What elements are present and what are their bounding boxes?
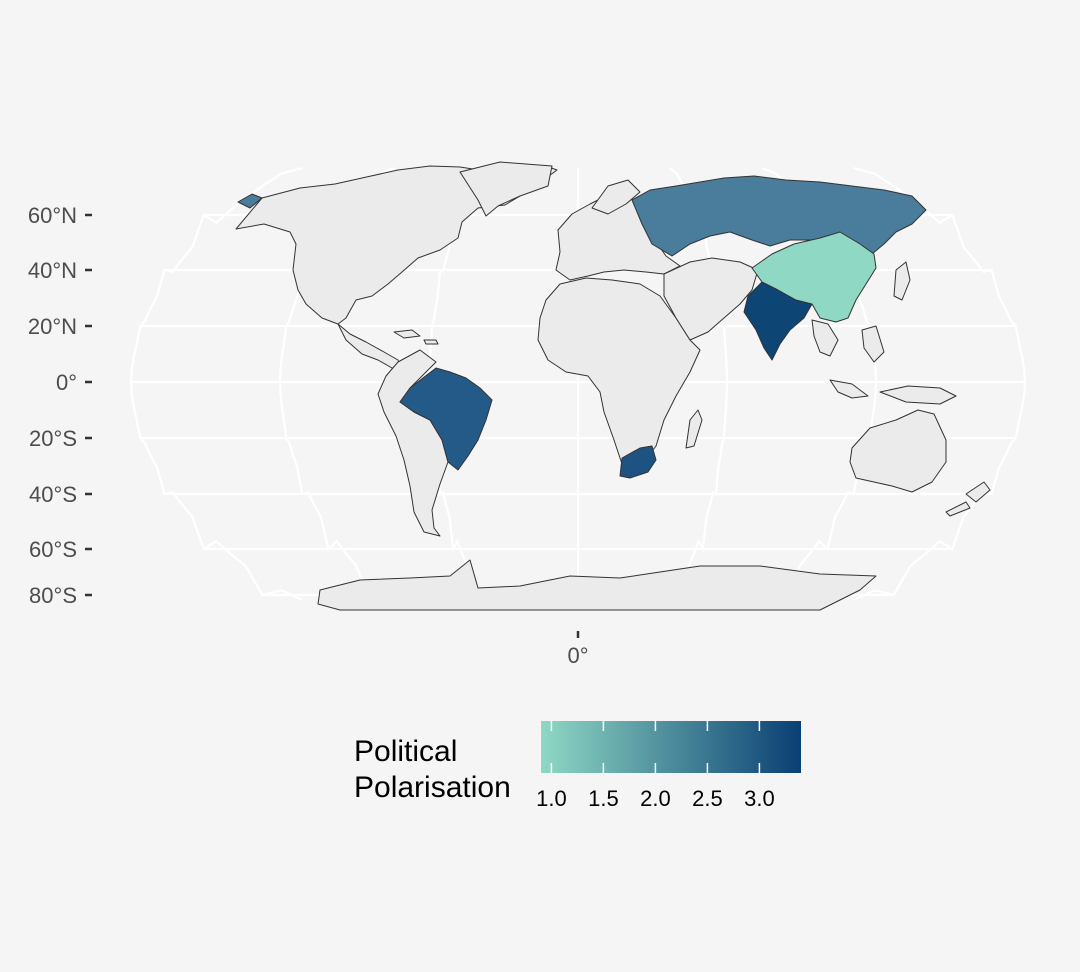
longitude-axis: 0° [567,631,589,668]
country-middle-east [663,257,759,341]
legend-title-line1: Political [354,735,457,768]
graticule-meridian [129,166,303,602]
country-madagascar [685,409,703,449]
country-africa [537,277,701,471]
lat-tick-label: 40°N [28,258,77,283]
legend-tick-label: 1.5 [588,786,619,811]
legend: Political Polarisation 1.0 1.5 2.0 2.5 3.0 [354,721,801,811]
legend-tick-label: 1.0 [536,786,567,811]
country-indonesia [829,379,957,405]
country-antarctica [317,559,877,611]
lat-tick-label: 20°S [29,426,77,451]
legend-title-line2: Polarisation [354,771,511,804]
lat-tick-label: 60°S [29,537,77,562]
lon-tick-label: 0° [567,643,588,668]
country-greenland [459,161,553,217]
lat-tick-label: 60°N [28,203,77,228]
country-central-america [337,323,403,371]
country-caribbean [393,329,439,345]
latitude-axis: 60°N 40°N 20°N 0° 20°S 40°S 60°S 80°S [28,203,92,608]
country-southeast-asia [811,319,885,363]
lat-tick-label: 80°S [29,583,77,608]
legend-ticks: 1.0 1.5 2.0 2.5 3.0 [536,721,775,811]
country-russia-east [237,193,263,209]
lat-tick-label: 40°S [29,482,77,507]
country-south-africa [619,445,657,479]
lat-tick-label: 0° [56,370,77,395]
legend-tick-label: 2.0 [640,786,671,811]
country-japan [893,261,911,301]
country-australia [849,409,947,493]
country-brazil [399,367,493,471]
country-new-zealand [945,481,991,517]
country-scandinavia [591,179,641,215]
legend-colorbar [541,721,801,773]
country-china [751,231,877,323]
lat-tick-label: 20°N [28,314,77,339]
land-masses [235,161,991,611]
country-north-america [235,165,558,325]
graticule-meridian [853,166,1027,602]
legend-tick-label: 2.5 [692,786,723,811]
country-russia [631,175,927,257]
legend-tick-label: 3.0 [744,786,775,811]
